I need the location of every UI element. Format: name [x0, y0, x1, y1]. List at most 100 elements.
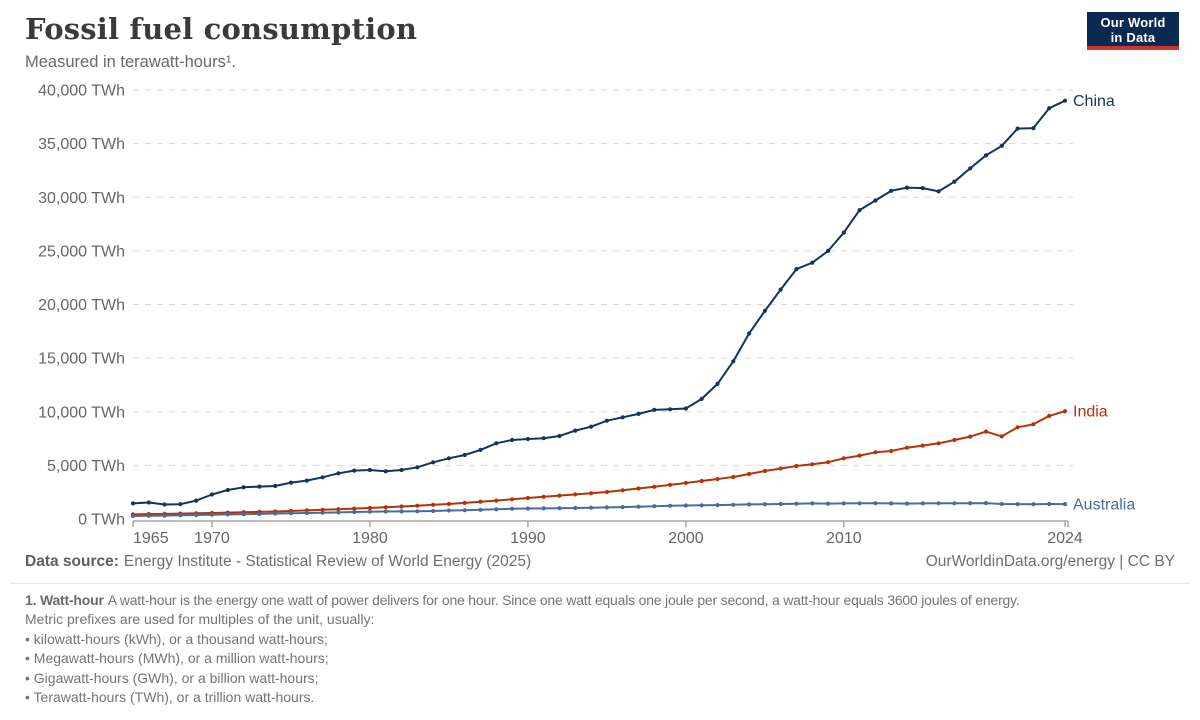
series-point-china — [383, 469, 388, 474]
series-point-india — [620, 488, 625, 493]
series-point-australia — [857, 501, 862, 506]
series-point-china — [225, 487, 230, 493]
series-point-india — [589, 491, 594, 496]
series-point-india — [778, 466, 783, 471]
series-point-india — [683, 480, 689, 486]
footnote-bullet: • kilowatt-hours (kWh), or a thousand wa… — [25, 630, 328, 647]
series-point-india — [494, 498, 499, 503]
series-point-china — [952, 179, 957, 184]
series-point-australia — [288, 511, 294, 516]
series-point-india — [336, 507, 341, 512]
series-point-india — [826, 460, 831, 465]
series-point-australia — [904, 501, 910, 506]
series-point-australia — [794, 501, 799, 506]
series-point-india — [367, 505, 372, 511]
y-tick-label: 20,000 TWh — [38, 297, 125, 314]
series-point-australia — [273, 511, 278, 516]
series-point-india — [968, 434, 973, 439]
series-point-china — [257, 484, 262, 489]
series-point-australia — [1015, 502, 1020, 507]
series-label-india[interactable]: India — [1073, 404, 1108, 421]
series-point-china — [557, 433, 562, 439]
series-point-australia — [573, 505, 578, 511]
y-tick-label: 15,000 TWh — [38, 351, 125, 368]
footnote-text: A watt-hour is the energy one watt of po… — [107, 592, 1020, 608]
owid-logo[interactable]: Our World in Data — [1087, 12, 1179, 50]
series-point-india — [431, 502, 436, 507]
series-point-india — [352, 506, 357, 511]
series-point-china — [904, 185, 910, 190]
series-point-china — [731, 359, 736, 364]
series-point-australia — [336, 510, 341, 515]
series-point-china — [683, 406, 689, 411]
series-point-india — [1047, 413, 1052, 418]
series-label-australia[interactable]: Australia — [1073, 497, 1135, 514]
series-point-china — [194, 498, 199, 503]
series-point-china — [462, 452, 467, 458]
series-point-australia — [920, 501, 925, 506]
series-point-china — [494, 441, 499, 446]
series-line-china[interactable] — [132, 99, 1066, 506]
series-point-india — [762, 468, 768, 474]
series-point-australia — [462, 508, 467, 513]
series-point-australia — [352, 509, 357, 515]
series-point-australia — [731, 502, 736, 507]
data-source-value: Energy Institute - Statistical Review of… — [123, 553, 532, 570]
y-tick-label: 5,000 TWh — [47, 458, 125, 475]
footnote-bullet-list: • kilowatt-hours (kWh), or a thousand wa… — [25, 630, 1175, 708]
series-point-china — [1031, 126, 1036, 131]
series-point-china — [336, 471, 341, 476]
series-point-china — [162, 502, 167, 507]
y-tick-label: 10,000 TWh — [38, 404, 125, 421]
attribution-link[interactable]: OurWorldinData.org/energy | CC BY — [925, 553, 1175, 570]
series-point-china — [1015, 126, 1020, 131]
series-point-india — [462, 500, 467, 505]
series-point-india — [446, 501, 451, 507]
series-point-india — [415, 503, 420, 508]
series-point-china — [352, 468, 357, 473]
series-point-australia — [841, 501, 846, 506]
series-point-india — [668, 482, 673, 487]
series-point-australia — [699, 503, 704, 508]
series-point-australia — [604, 505, 610, 510]
series-point-china — [446, 456, 451, 461]
y-tick-label: 40,000 TWh — [38, 83, 125, 100]
series-point-australia — [415, 509, 420, 514]
series-point-australia — [431, 508, 436, 514]
series-point-china — [920, 186, 925, 191]
footer-divider — [10, 583, 1190, 584]
series-point-china — [589, 424, 594, 429]
series-line-india[interactable] — [132, 410, 1066, 516]
series-point-india — [399, 504, 404, 509]
series-point-australia — [146, 513, 151, 518]
series-point-australia — [478, 507, 483, 512]
series-point-china — [415, 465, 420, 470]
series-point-china — [873, 198, 878, 203]
x-tick-label: 1965 — [133, 530, 169, 547]
series-point-india — [904, 445, 910, 450]
series-point-india — [557, 493, 562, 498]
series-point-india — [983, 429, 989, 434]
series-point-australia — [1031, 502, 1036, 507]
series-point-australia — [983, 501, 989, 506]
series-point-australia — [525, 506, 531, 511]
chart-footer: Data source: Energy Institute - Statistic… — [25, 553, 1175, 575]
series-label-china[interactable]: China — [1073, 93, 1115, 110]
series-point-china — [747, 331, 752, 336]
y-tick-label: 25,000 TWh — [38, 243, 125, 260]
series-point-australia — [494, 507, 499, 512]
series-point-australia — [999, 501, 1004, 507]
series-point-india — [699, 478, 704, 484]
series-point-china — [304, 478, 309, 483]
series-line-australia[interactable] — [132, 502, 1066, 517]
series-point-australia — [257, 511, 262, 516]
owid-logo-line1: Our World — [1100, 15, 1166, 30]
series-point-australia — [541, 506, 546, 511]
series-point-australia — [1047, 501, 1052, 507]
series-point-china — [478, 447, 483, 452]
series-point-china — [936, 189, 941, 194]
series-point-china — [762, 308, 768, 313]
series-point-australia — [620, 505, 625, 510]
series-point-china — [1047, 106, 1052, 111]
x-tick-label: 2010 — [826, 530, 862, 547]
